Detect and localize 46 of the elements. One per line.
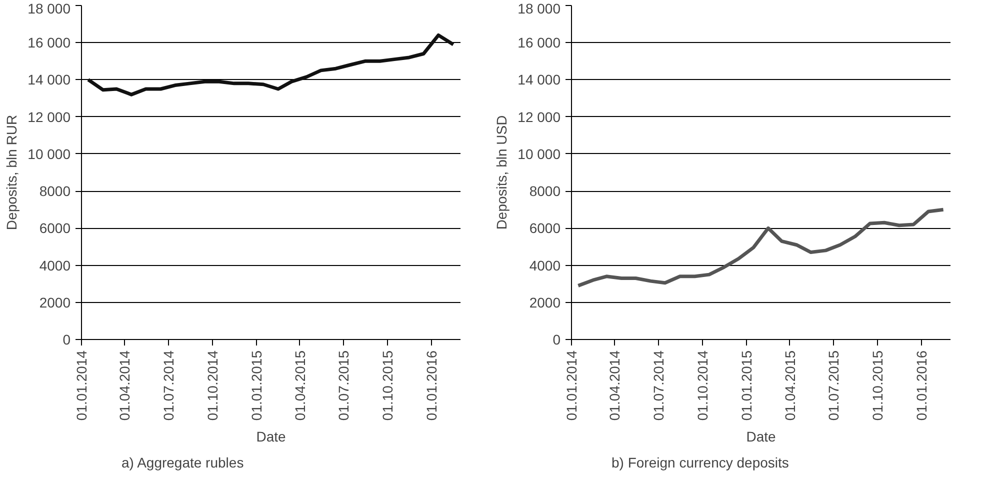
y-tick-label: 14 000: [28, 72, 71, 88]
x-axis-title: Date: [746, 428, 776, 445]
x-tick-label: 01.01.2014: [564, 350, 580, 421]
x-tick-label: 01.01.2016: [424, 350, 440, 421]
x-axis-title: Date: [256, 428, 286, 445]
y-tick-label: 0: [552, 332, 561, 348]
x-tick-label: 01.07.2014: [650, 350, 666, 421]
x-tick-label: 01.01.2015: [248, 350, 265, 421]
y-tick-label: 4000: [39, 257, 71, 274]
y-tick-label: 10 000: [28, 146, 71, 162]
x-tick-label: 01.04.2014: [606, 350, 623, 421]
y-tick-label: 0: [62, 332, 71, 348]
y-tick-label: 10 000: [518, 146, 561, 162]
x-tick-label: 01.07.2014: [160, 350, 176, 421]
y-axis-title: Deposits, bln RUR: [4, 114, 20, 230]
y-tick-label: 12 000: [28, 108, 71, 125]
text: a) Aggregate rubles: [122, 454, 244, 470]
y-axis-title: Deposits, bln USD: [494, 115, 510, 230]
y-tick-label: 2000: [529, 294, 561, 310]
x-tick-label: 01.01.2014: [74, 350, 90, 421]
y-tick-label: 8000: [529, 183, 561, 200]
line-series: [86, 33, 456, 96]
y-tick-label: 6000: [39, 220, 71, 236]
x-tick-label: 01.04.2015: [292, 350, 308, 421]
text: b) Foreign currency deposits: [612, 454, 789, 470]
y-tick-label: 2000: [39, 294, 71, 310]
y-tick-label: 8000: [39, 183, 71, 200]
x-tick-label: 01.04.2014: [116, 350, 133, 421]
y-tick-label: 6000: [529, 220, 561, 236]
x-tick-label: 01.07.2015: [335, 350, 352, 421]
y-tick-label: 14 000: [518, 72, 561, 88]
x-tick-label: 01.01.2015: [738, 350, 755, 421]
x-tick-label: 01.10.2015: [870, 350, 886, 421]
y-tick-label: 16 000: [518, 34, 561, 51]
x-tick-label: 01.10.2014: [694, 350, 710, 421]
y-tick-label: 12 000: [518, 108, 561, 125]
x-tick-label: 01.04.2015: [782, 350, 798, 421]
y-tick-label: 18 000: [518, 0, 561, 16]
y-tick-label: 18 000: [28, 0, 71, 16]
line-series: [576, 208, 946, 288]
x-tick-label: 01.01.2016: [914, 350, 930, 421]
y-tick-label: 4000: [529, 257, 561, 274]
x-tick-label: 01.10.2014: [204, 350, 220, 421]
y-tick-label: 16 000: [28, 34, 71, 51]
x-tick-label: 01.07.2015: [825, 350, 842, 421]
x-tick-label: 01.10.2015: [380, 350, 396, 421]
